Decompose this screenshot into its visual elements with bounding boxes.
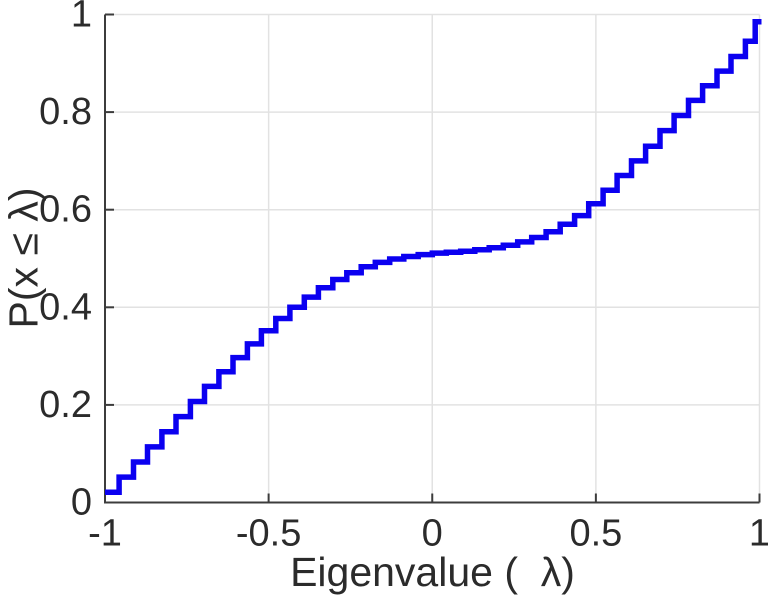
x-tick-label: 0 <box>422 513 443 555</box>
x-tick-label: -0.5 <box>236 513 301 555</box>
y-tick-label: 0 <box>71 482 92 524</box>
cdf-step-curve <box>105 19 762 496</box>
tick-layer <box>104 13 761 504</box>
y-tick-label: 0.2 <box>39 384 92 426</box>
x-tick-label: 0.5 <box>569 513 622 555</box>
grid-layer <box>105 13 761 503</box>
y-axis-label: P(x ≤ λ) <box>0 187 47 329</box>
x-tick-label: 1 <box>749 513 768 555</box>
tick-label-layer: -1 -0.5 0 0.5 1 0 0.2 0.4 0.6 0.8 1 <box>39 0 768 555</box>
y-tick-label: 0.6 <box>39 189 92 231</box>
x-tick-label: -1 <box>88 513 122 555</box>
y-tick-label: 0.4 <box>39 286 92 328</box>
x-axis-label: Eigenvalue ( λ) <box>290 549 575 595</box>
y-tick-label: 0.8 <box>39 91 92 133</box>
curve-layer <box>105 19 762 496</box>
y-tick-label: 1 <box>71 0 92 36</box>
